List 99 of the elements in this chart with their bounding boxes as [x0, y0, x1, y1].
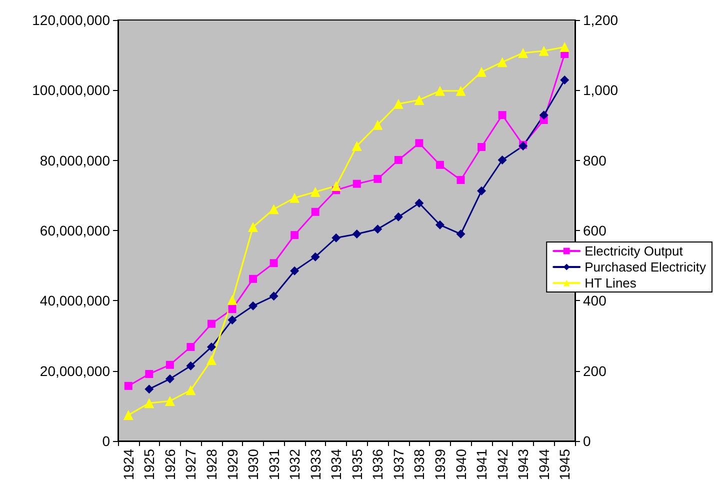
- point: [228, 315, 237, 324]
- point: [290, 231, 299, 240]
- point: [145, 370, 154, 378]
- y-tick-label: 20,000,000: [40, 362, 110, 379]
- point: [290, 192, 300, 203]
- point: [144, 384, 154, 394]
- point: [207, 320, 216, 328]
- point: [394, 212, 403, 222]
- point: [123, 410, 134, 420]
- point: [476, 66, 487, 77]
- y-tick-label: 100,000,000: [32, 82, 110, 98]
- point: [374, 174, 382, 183]
- y-tick-label: 120,000,000: [32, 12, 110, 28]
- point: [372, 120, 383, 130]
- point: [268, 204, 279, 214]
- point: [456, 86, 466, 96]
- x-tick-label: 1944: [536, 448, 552, 480]
- point: [186, 385, 196, 396]
- y2-tick-label: 1,200: [583, 12, 618, 28]
- x-tick-label: 1930: [245, 448, 262, 480]
- point: [456, 176, 465, 184]
- x-tick-label: 1931: [266, 448, 282, 480]
- x-tick-label: 1933: [307, 448, 324, 480]
- point: [539, 110, 548, 120]
- point: [124, 382, 132, 390]
- point: [311, 208, 320, 216]
- point: [352, 140, 362, 151]
- x-tick-label: 1943: [515, 448, 532, 480]
- point: [394, 156, 402, 164]
- point: [352, 230, 362, 239]
- point: [456, 230, 466, 239]
- x-tick-label: 1942: [494, 448, 510, 480]
- x-tick-label: 1927: [182, 448, 199, 480]
- point: [414, 198, 424, 208]
- x-tick-label: 1929: [224, 448, 240, 480]
- point: [435, 220, 444, 230]
- point: [393, 98, 404, 109]
- x-tick-label: 1932: [286, 448, 303, 480]
- x-tick-label: 1934: [328, 448, 344, 480]
- point: [332, 233, 341, 242]
- point: [560, 42, 570, 52]
- point: [477, 186, 486, 196]
- y2-tick-label: 1,000: [583, 82, 618, 98]
- point: [248, 301, 258, 310]
- point: [206, 354, 216, 365]
- point: [269, 292, 278, 301]
- point: [310, 186, 320, 197]
- point: [166, 360, 174, 369]
- x-tick-label: 1935: [348, 448, 365, 480]
- point: [144, 398, 154, 408]
- point: [164, 396, 175, 406]
- x-tick-label: 1938: [411, 448, 428, 480]
- x-tick-label: 1936: [370, 448, 386, 480]
- x-tick-label: 1941: [474, 448, 490, 480]
- point: [373, 224, 382, 234]
- x-tick-label: 1924: [120, 448, 136, 480]
- point: [248, 222, 258, 232]
- point: [331, 180, 342, 191]
- point: [436, 160, 444, 169]
- point: [498, 155, 507, 164]
- point: [497, 57, 508, 68]
- point: [290, 266, 300, 276]
- y-tick-label: 0: [102, 433, 110, 449]
- y2-tick-label: 600: [583, 222, 607, 238]
- point: [538, 46, 549, 56]
- point: [165, 374, 174, 384]
- point: [186, 361, 196, 370]
- x-tick-label: 1940: [452, 448, 469, 480]
- point: [434, 86, 445, 96]
- y-tick-label: 80,000,000: [40, 152, 110, 168]
- point: [518, 48, 528, 58]
- point: [227, 294, 238, 305]
- point: [206, 342, 216, 352]
- point: [352, 180, 361, 188]
- x-tick-label: 1928: [203, 448, 220, 480]
- point: [249, 274, 258, 283]
- y2-tick-label: 200: [583, 362, 607, 379]
- legend-label: HT Lines: [584, 276, 637, 290]
- point: [310, 252, 320, 262]
- point: [228, 305, 236, 314]
- point: [414, 94, 424, 105]
- point: [560, 75, 570, 84]
- y-tick-label: 60,000,000: [40, 222, 110, 238]
- y-tick-label: 40,000,000: [40, 292, 110, 309]
- point: [270, 259, 278, 268]
- legend-label: Electricity Output: [584, 244, 684, 258]
- point: [186, 342, 195, 351]
- point: [478, 143, 486, 151]
- x-tick-label: 1937: [390, 448, 406, 480]
- x-tick-label: 1925: [141, 448, 158, 480]
- x-tick-label: 1939: [432, 448, 448, 480]
- y2-tick-label: 0: [583, 433, 591, 449]
- x-tick-label: 1945: [556, 448, 573, 480]
- y2-tick-label: 400: [583, 292, 607, 309]
- legend-label: Purchased Electricity: [584, 260, 706, 274]
- point: [415, 139, 424, 148]
- point: [498, 111, 506, 120]
- x-tick-label: 1926: [162, 448, 178, 480]
- y2-tick-label: 800: [583, 152, 607, 168]
